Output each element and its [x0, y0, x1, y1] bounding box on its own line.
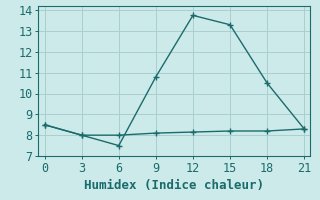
X-axis label: Humidex (Indice chaleur): Humidex (Indice chaleur): [84, 179, 264, 192]
